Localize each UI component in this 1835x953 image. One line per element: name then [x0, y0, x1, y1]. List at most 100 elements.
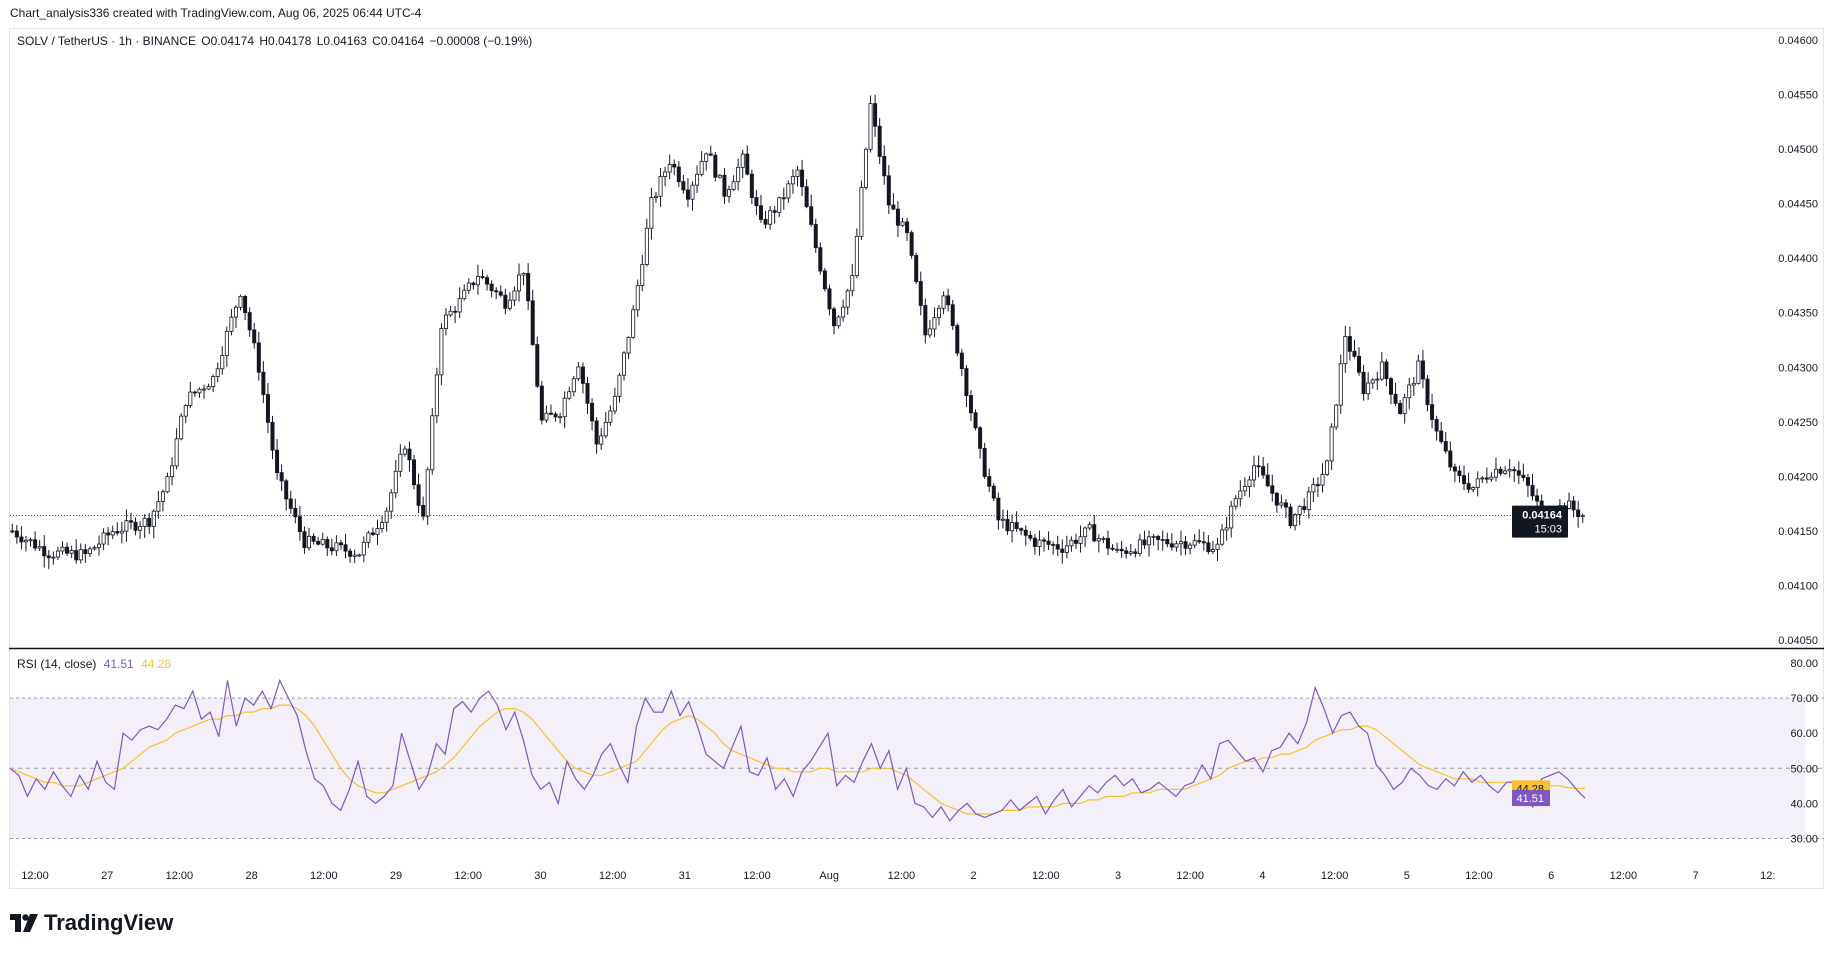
candle — [1169, 533, 1174, 551]
price-tick-label: 0.04450 — [1778, 199, 1818, 211]
time-tick-label: 12:00 — [166, 870, 194, 882]
candle — [699, 151, 704, 177]
time-tick-label: 12:00 — [21, 870, 49, 882]
candle-body — [1343, 336, 1348, 365]
candle-body — [1384, 361, 1389, 380]
candle-body — [10, 530, 15, 533]
candle — [302, 526, 307, 554]
candle-body — [46, 555, 51, 559]
candle — [635, 279, 640, 317]
candle — [754, 190, 759, 216]
candle — [1124, 547, 1129, 559]
candle-body — [594, 420, 599, 445]
candle — [676, 161, 681, 187]
candle-body — [434, 374, 439, 417]
rsi-badge-text: 41.51 — [1516, 793, 1544, 805]
candle — [868, 95, 873, 153]
candle — [238, 294, 243, 311]
candle — [1183, 536, 1188, 556]
candle-body — [740, 153, 745, 168]
candle-body — [1247, 479, 1252, 487]
candle — [1507, 459, 1512, 478]
candle — [1274, 492, 1279, 513]
candle — [914, 252, 919, 284]
candle — [265, 382, 270, 434]
candle — [727, 185, 732, 203]
rsi-label[interactable]: RSI (14, close) — [17, 657, 97, 671]
time-tick-label: Aug — [819, 870, 839, 882]
candle-body — [1192, 540, 1197, 546]
candle — [1215, 537, 1220, 562]
rsi-tick-label: 40.00 — [1790, 798, 1818, 810]
candle-body — [28, 539, 33, 542]
candle — [955, 323, 960, 357]
candle — [37, 540, 42, 552]
candle — [941, 291, 946, 315]
rsi-legend-value: 41.51 — [103, 657, 134, 671]
candle — [571, 376, 576, 397]
candle-body — [1498, 468, 1503, 474]
candle — [1370, 377, 1375, 389]
candle — [603, 411, 608, 439]
candle — [448, 306, 453, 318]
candle-body — [1188, 544, 1193, 549]
price-tick-label: 0.04600 — [1778, 35, 1818, 47]
candle — [1142, 530, 1147, 549]
candle — [165, 472, 170, 494]
time-tick-label: 28 — [245, 870, 257, 882]
candle — [361, 536, 366, 563]
candle-body — [836, 316, 841, 327]
candle-body — [850, 275, 855, 292]
candle-body — [494, 290, 499, 293]
candle-body — [964, 368, 969, 396]
candle — [1096, 534, 1101, 553]
candle — [1238, 480, 1243, 507]
candle-body — [1293, 514, 1298, 527]
candle — [430, 408, 435, 475]
candle-body — [1151, 535, 1156, 538]
candle-body — [1329, 426, 1334, 462]
candle — [736, 158, 741, 191]
candle-body — [37, 546, 42, 549]
candle-body — [151, 510, 156, 527]
candle-body — [1480, 477, 1485, 480]
candle — [1069, 536, 1074, 552]
candle — [320, 532, 325, 546]
candle — [968, 390, 973, 422]
candle — [421, 496, 426, 521]
candle-body — [640, 264, 645, 286]
candle-body — [914, 255, 919, 282]
symbol-label[interactable]: SOLV / TetherUS · 1h · BINANCE — [17, 34, 196, 48]
candle-body — [758, 205, 763, 220]
candle — [909, 230, 914, 259]
candle-body — [402, 448, 407, 455]
candle-body — [83, 549, 88, 554]
candle — [932, 307, 937, 338]
candle-body — [1110, 547, 1115, 550]
candle — [1489, 472, 1494, 482]
candle — [1156, 534, 1161, 551]
candle — [151, 509, 156, 539]
candle — [138, 521, 143, 539]
candle-body — [1466, 483, 1471, 490]
candle — [804, 179, 809, 209]
candle-body — [658, 176, 663, 197]
candle — [1334, 403, 1339, 430]
candle-body — [1220, 529, 1225, 545]
candle-body — [576, 366, 581, 380]
candle — [964, 365, 969, 407]
candle — [1023, 525, 1028, 546]
candle-body — [229, 316, 234, 332]
candle-body — [923, 305, 928, 336]
tradingview-logo[interactable]: TradingView — [10, 910, 173, 936]
candle-body — [197, 388, 202, 394]
candle — [1379, 352, 1384, 381]
candle — [293, 498, 298, 524]
candle — [845, 288, 850, 315]
candle — [115, 522, 120, 536]
candle-body — [60, 546, 65, 552]
candle-body — [1489, 476, 1494, 480]
candle — [389, 489, 394, 520]
candle-body — [695, 173, 700, 186]
